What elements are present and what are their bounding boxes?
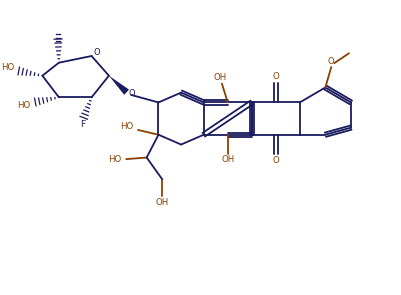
Text: HO: HO — [1, 63, 14, 71]
Text: OH: OH — [213, 73, 226, 82]
Text: HO: HO — [17, 101, 30, 110]
Text: O: O — [272, 156, 278, 165]
Text: O: O — [327, 58, 334, 66]
Polygon shape — [109, 76, 129, 95]
Text: HO: HO — [107, 155, 121, 164]
Text: OH: OH — [221, 155, 234, 164]
Text: F: F — [80, 119, 85, 129]
Text: O: O — [128, 89, 134, 98]
Text: O: O — [272, 72, 278, 81]
Text: HO: HO — [119, 122, 133, 131]
Text: O: O — [93, 48, 100, 57]
Text: OH: OH — [156, 198, 169, 206]
